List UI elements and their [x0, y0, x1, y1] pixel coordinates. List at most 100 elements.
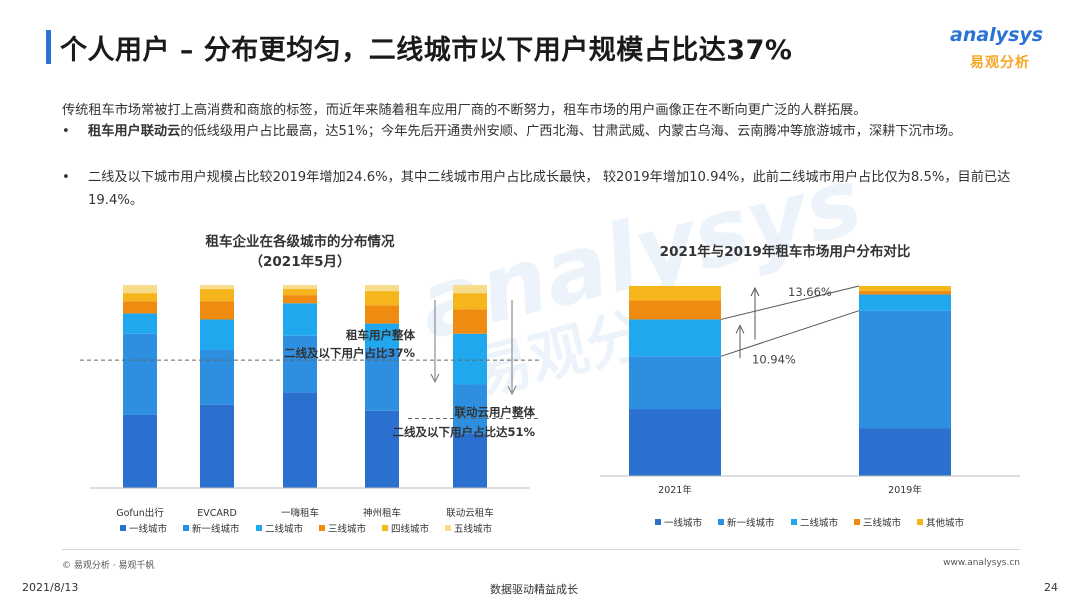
- bar-segment: [283, 335, 317, 393]
- legend-label: 二线城市: [800, 517, 839, 529]
- annotation-arrowhead: [750, 286, 760, 297]
- annotation-text: 二线及以下用户占比37%: [284, 346, 416, 360]
- legend-label: 三线城市: [863, 517, 902, 529]
- logo-wordmark: analysys: [950, 24, 1044, 46]
- bar-segment: [629, 409, 721, 476]
- legend-swatch: [854, 519, 860, 525]
- bar-segment: [629, 300, 721, 320]
- bar-segment: [453, 309, 487, 334]
- x-tick-label: 联动云租车: [446, 507, 494, 519]
- legend-swatch: [655, 519, 661, 525]
- bullet-dot: •: [62, 124, 70, 139]
- connector-line: [720, 310, 860, 357]
- bar-segment: [365, 305, 399, 324]
- chart1-stacked-bar: Gofun出行 EVCARD 一嗨租车 神州租车 联动云租车 租车用户整体二线及以下用户占…: [80, 285, 540, 535]
- bullet-body-text: 二线及以下城市用户规模占比较2019年增加24.6%，其中二线城市用户占比成长最…: [88, 170, 1011, 208]
- legend-label: 三线城市: [328, 523, 367, 535]
- legend-swatch: [382, 525, 388, 531]
- bullet-dot: •: [62, 170, 70, 185]
- bar-segment: [283, 392, 317, 488]
- bullet-text: 租车用户联动云的低线级用户占比最高，达51%；今年先后开通贵州安顺、广西北海、甘…: [88, 120, 1028, 143]
- bar-segment: [123, 301, 157, 314]
- annotation-text: 10.94%: [752, 352, 796, 366]
- legend-label: 新一线城市: [192, 523, 240, 535]
- bullet-body-text: 的低线级用户占比最高，达51%；今年先后开通贵州安顺、广西北海、甘肃武威、内蒙古…: [180, 124, 962, 139]
- bar-segment: [453, 384, 487, 434]
- bar-segment: [283, 285, 317, 290]
- legend-label: 四线城市: [391, 523, 430, 535]
- x-tick-label: 2019年: [888, 484, 922, 496]
- bar-segment: [859, 310, 951, 429]
- bar-segment: [123, 414, 157, 488]
- legend-swatch: [718, 519, 724, 525]
- bar-segment: [365, 347, 399, 411]
- legend-swatch: [183, 525, 189, 531]
- bar-segment: [283, 289, 317, 296]
- bar-segment: [453, 333, 487, 385]
- bar-segment: [859, 286, 951, 291]
- x-tick-label: Gofun出行: [116, 507, 164, 519]
- page-title: 个人用户 – 分布更均匀，二线城市以下用户规模占比达37%: [60, 35, 793, 66]
- legend-swatch: [256, 525, 262, 531]
- intro-paragraph: 传统租车市场常被打上高消费和商旅的标签，而近年来随着租车应用厂商的不断努力，租车…: [62, 103, 867, 118]
- legend-swatch: [445, 525, 451, 531]
- chart2-stacked-bar: 2021年 2019年 13.66% 10.94% 一线城市 新一线城市 二线城市 三线城市 其…: [600, 285, 1020, 529]
- bar-segment: [200, 285, 234, 290]
- analysys-logo: analysys 易观分析: [950, 22, 1060, 74]
- legend-label: 其他城市: [926, 517, 965, 529]
- bar-segment: [200, 349, 234, 405]
- website-link[interactable]: www.analysys.cn: [943, 558, 1020, 568]
- bar-segment: [123, 313, 157, 334]
- annotation-text: 二线及以下用户占比达51%: [392, 425, 535, 439]
- annotation-arrowhead: [430, 373, 440, 384]
- bar-segment: [283, 303, 317, 336]
- bar-segment: [123, 293, 157, 302]
- bar-segment: [200, 404, 234, 488]
- bar-segment: [365, 285, 399, 292]
- bullet-text: 二线及以下城市用户规模占比较2019年增加24.6%，其中二线城市用户占比成长最…: [88, 166, 1028, 212]
- bar-segment: [123, 285, 157, 294]
- annotation-text: 13.66%: [788, 285, 832, 299]
- legend-swatch: [791, 519, 797, 525]
- chart1-subtitle: （2021年5月）: [249, 254, 351, 270]
- title-accent-bar: [46, 30, 51, 64]
- bar-segment: [200, 301, 234, 320]
- bar-segment: [200, 319, 234, 350]
- x-tick-label: 一嗨租车: [281, 507, 319, 519]
- bar-segment: [365, 323, 399, 348]
- bullet-item: • 二线及以下城市用户规模占比较2019年增加24.6%，其中二线城市用户占比成…: [62, 166, 1052, 212]
- legend-swatch: [120, 525, 126, 531]
- bar-segment: [453, 433, 487, 488]
- bar-segment: [859, 428, 951, 476]
- report-date: 2021/8/13: [22, 581, 79, 594]
- bar-segment: [365, 291, 399, 306]
- x-tick-label: 神州租车: [363, 507, 401, 519]
- bar-segment: [123, 333, 157, 415]
- x-tick-label: EVCARD: [197, 508, 237, 519]
- legend-swatch: [319, 525, 325, 531]
- chart1-title: 租车企业在各级城市的分布情况: [205, 234, 395, 250]
- bullet-item: • 租车用户联动云的低线级用户占比最高，达51%；今年先后开通贵州安顺、广西北海…: [62, 120, 1052, 166]
- connector-line: [720, 285, 860, 320]
- bar-segment: [453, 285, 487, 294]
- bullet-bold-text: 租车用户联动云: [88, 124, 181, 139]
- legend-label: 新一线城市: [727, 517, 775, 529]
- bar-segment: [859, 294, 951, 311]
- annotation-text: 租车用户整体: [346, 328, 415, 342]
- bar-segment: [365, 410, 399, 488]
- legend-label: 二线城市: [265, 523, 304, 535]
- page-number: 24: [1044, 581, 1058, 594]
- bar-segment: [283, 295, 317, 304]
- chart2-title: 2021年与2019年租车市场用户分布对比: [659, 244, 911, 260]
- legend-swatch: [917, 519, 923, 525]
- legend-label: 一线城市: [129, 523, 168, 535]
- annotation-arrowhead: [735, 324, 745, 334]
- bar-segment: [629, 356, 721, 410]
- annotation-arrowhead: [507, 385, 517, 396]
- logo-chinese-name: 易观分析: [970, 55, 1030, 71]
- legend-label: 一线城市: [664, 517, 703, 529]
- legend-label: 五线城市: [454, 523, 493, 535]
- annotation-text: 联动云用户整体: [455, 405, 536, 419]
- bar-segment: [200, 289, 234, 302]
- bar-segment: [629, 286, 721, 301]
